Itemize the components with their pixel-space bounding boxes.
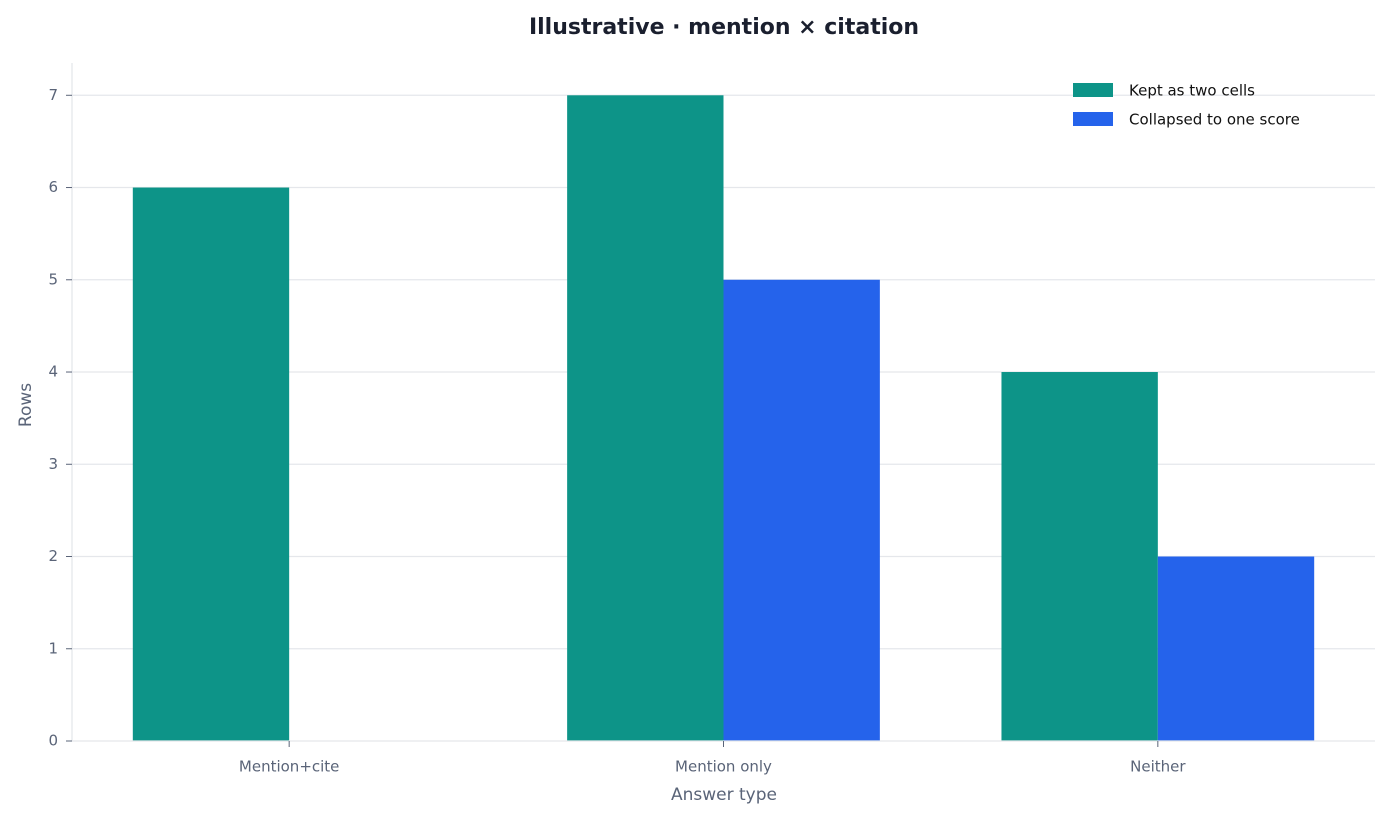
y-tick-label: 2 bbox=[48, 547, 58, 565]
x-tick-label: Neither bbox=[1130, 758, 1186, 776]
y-tick-label: 5 bbox=[48, 270, 58, 288]
y-tick-label: 4 bbox=[48, 363, 58, 381]
legend: Kept as two cells Collapsed to one score bbox=[1073, 82, 1300, 129]
bar bbox=[723, 279, 880, 741]
y-tick-label: 6 bbox=[48, 178, 58, 196]
x-axis-label: Answer type bbox=[671, 785, 777, 805]
y-axis-label: Rows bbox=[16, 383, 36, 427]
chart-title: Illustrative · mention × citation bbox=[529, 15, 919, 40]
bar bbox=[132, 187, 290, 741]
y-tick-label: 7 bbox=[48, 86, 58, 104]
legend-swatch bbox=[1073, 112, 1113, 126]
legend-swatch bbox=[1073, 83, 1113, 97]
legend-label: Collapsed to one score bbox=[1129, 111, 1300, 129]
bars bbox=[132, 95, 1315, 742]
y-tick-label: 3 bbox=[48, 455, 58, 473]
x-tick-label: Mention+cite bbox=[239, 758, 340, 776]
y-tick-label: 1 bbox=[48, 639, 58, 657]
y-tick-label: 0 bbox=[48, 732, 58, 750]
bar bbox=[567, 95, 724, 742]
x-tick-label: Mention only bbox=[675, 758, 772, 776]
legend-label: Kept as two cells bbox=[1129, 82, 1255, 100]
bar bbox=[1157, 556, 1315, 741]
bar bbox=[1001, 372, 1158, 741]
